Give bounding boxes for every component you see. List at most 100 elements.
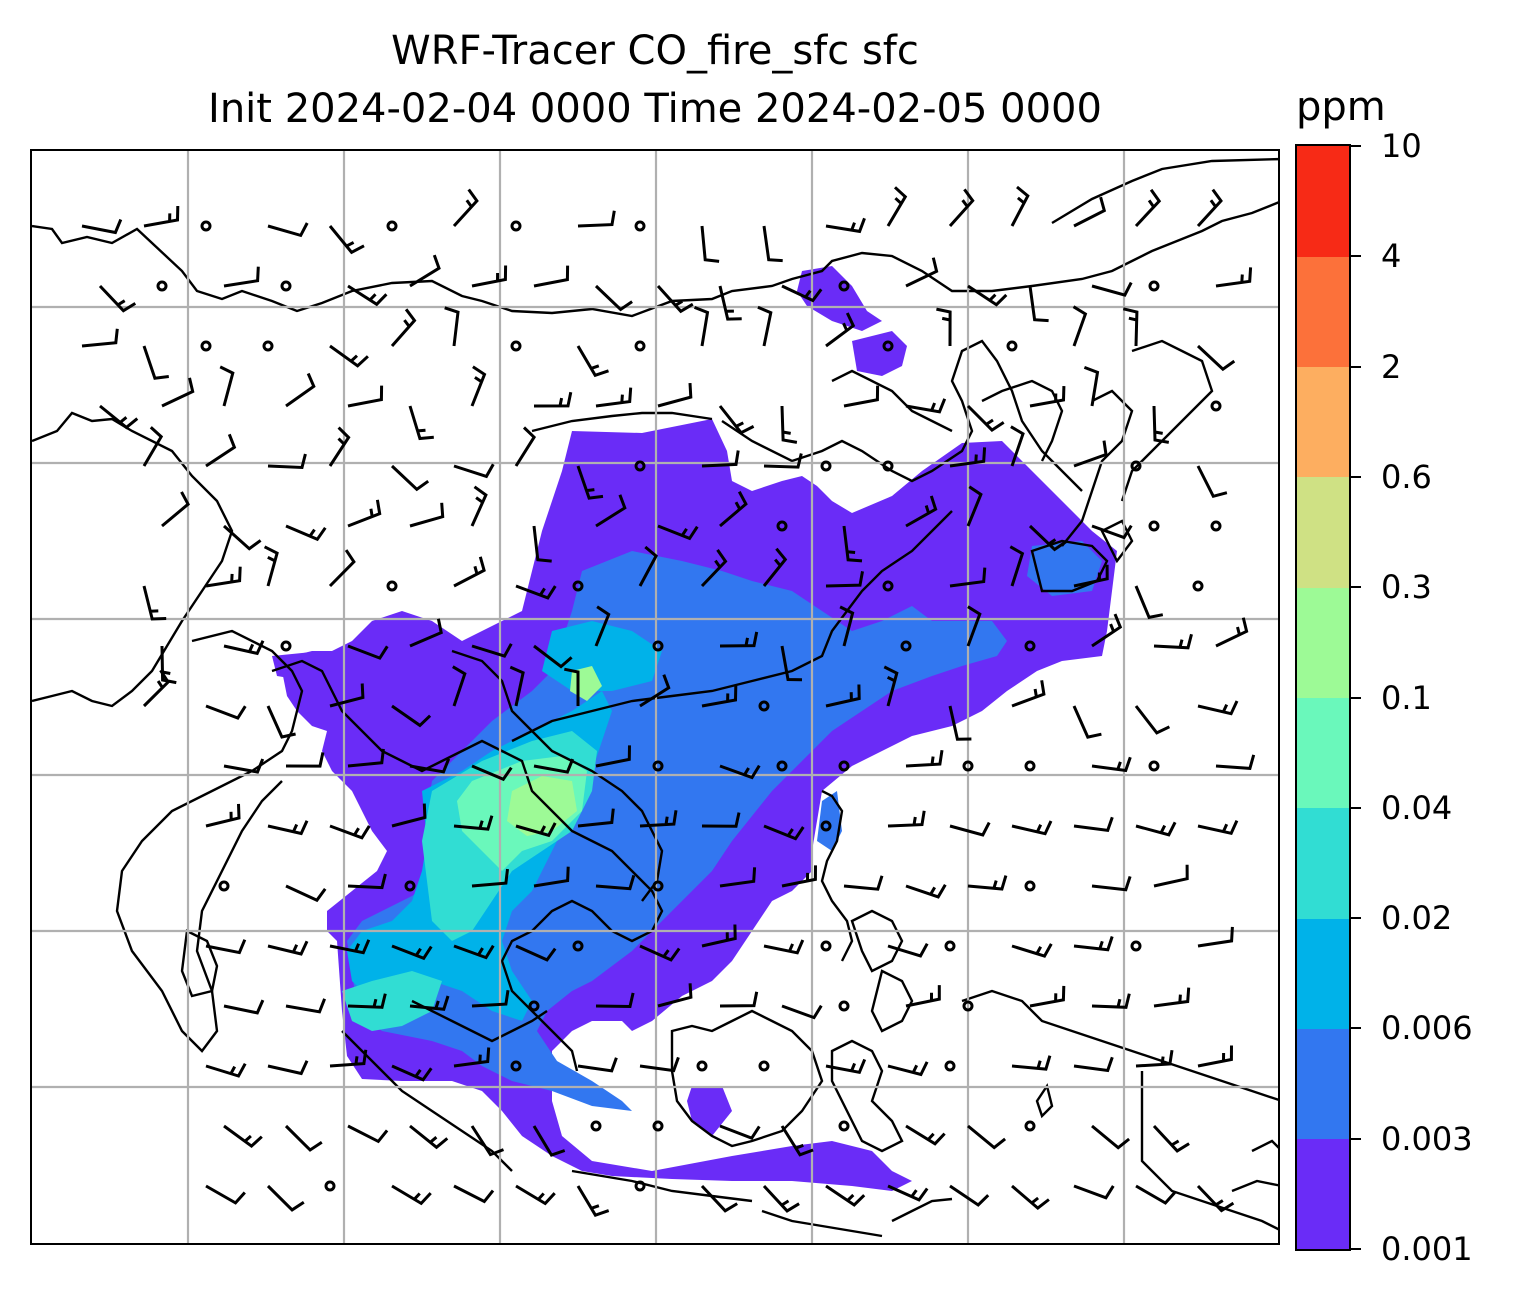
wind-barb bbox=[285, 524, 327, 542]
calm-wind-marker bbox=[1148, 760, 1160, 772]
gridlines bbox=[32, 151, 1278, 1243]
wind-barb bbox=[700, 1184, 738, 1213]
wind-barb bbox=[409, 1124, 449, 1150]
wind-barb bbox=[453, 1184, 495, 1204]
wind-barb bbox=[639, 810, 678, 828]
wind-barb bbox=[595, 745, 631, 768]
colorbar-tick bbox=[1351, 1027, 1361, 1030]
colorbar-tick-label: 0.3 bbox=[1381, 568, 1432, 607]
colorbar-unit-label: ppm bbox=[1296, 84, 1386, 130]
co-level-0.001-northeast bbox=[852, 331, 907, 376]
wind-barb bbox=[205, 433, 237, 468]
calm-wind-marker bbox=[386, 580, 398, 592]
wind-barb bbox=[533, 644, 573, 669]
colorbar-tick-label: 0.001 bbox=[1381, 1230, 1473, 1268]
wind-barb bbox=[267, 1060, 309, 1076]
wind-barb bbox=[1073, 196, 1107, 228]
wind-barb bbox=[905, 398, 947, 414]
wind-barb bbox=[515, 944, 557, 962]
wind-barb bbox=[1091, 281, 1133, 297]
wind-barb bbox=[391, 1184, 432, 1206]
colorbar-segment bbox=[1297, 807, 1349, 919]
wind-barb bbox=[577, 1057, 618, 1073]
wind-barb bbox=[223, 266, 260, 288]
colorbar bbox=[1295, 144, 1351, 1251]
colorbar-tick bbox=[1351, 696, 1361, 699]
map-title-line-1: WRF-Tracer CO_fire_sfc sfc bbox=[391, 28, 919, 74]
wind-barb bbox=[266, 705, 296, 739]
wind-barb bbox=[1197, 819, 1239, 836]
wind-barb bbox=[936, 307, 952, 347]
wind-barb bbox=[843, 385, 880, 408]
wind-barb bbox=[701, 924, 737, 948]
wind-barb bbox=[886, 186, 908, 227]
wind-barb bbox=[825, 684, 861, 708]
wind-barb bbox=[967, 1124, 1007, 1150]
wind-barb bbox=[762, 225, 783, 263]
wind-barb bbox=[719, 1124, 761, 1141]
calm-wind-marker bbox=[944, 940, 956, 952]
calm-wind-marker bbox=[634, 220, 646, 232]
wind-barb bbox=[1134, 705, 1171, 735]
wind-barb bbox=[452, 665, 467, 707]
wind-barb bbox=[701, 812, 741, 828]
wind-barb bbox=[1073, 816, 1114, 833]
wind-barb bbox=[949, 1184, 990, 1207]
map-plot-area bbox=[30, 149, 1280, 1245]
wind-barb bbox=[347, 873, 387, 890]
wind-barb bbox=[453, 556, 486, 588]
wind-barb bbox=[533, 866, 570, 888]
wind-barb bbox=[887, 942, 929, 958]
wind-barb bbox=[98, 284, 137, 313]
wind-barb bbox=[1011, 680, 1046, 708]
wind-barb bbox=[1010, 185, 1030, 227]
wind-barb bbox=[639, 674, 671, 708]
calm-wind-marker bbox=[1148, 280, 1160, 292]
wind-barb bbox=[263, 545, 279, 587]
wind-barb bbox=[825, 312, 856, 348]
wind-barb bbox=[949, 447, 987, 468]
wind-barb bbox=[205, 1184, 246, 1205]
wind-barb bbox=[515, 584, 557, 600]
colorbar-segment bbox=[1297, 587, 1349, 698]
wind-barb bbox=[328, 426, 351, 467]
wind-barb bbox=[347, 748, 385, 768]
wind-barb bbox=[1153, 633, 1193, 650]
wind-barb bbox=[1196, 344, 1236, 372]
wind-barb bbox=[949, 567, 987, 588]
wind-barb bbox=[905, 495, 938, 528]
wind-barb bbox=[391, 944, 433, 961]
colorbar-tick bbox=[1351, 586, 1361, 589]
wind-barb bbox=[329, 824, 371, 840]
wind-barb bbox=[781, 1004, 823, 1020]
wind-barb bbox=[223, 1124, 263, 1149]
colorbar-tick bbox=[1351, 255, 1361, 258]
wind-barb bbox=[409, 502, 445, 528]
calm-wind-marker bbox=[962, 1000, 974, 1012]
wind-barb bbox=[470, 485, 488, 527]
colorbar-segment bbox=[1297, 366, 1349, 478]
wind-barb bbox=[905, 749, 944, 768]
co-level-0.1 bbox=[507, 776, 577, 836]
wind-barb bbox=[1028, 285, 1049, 323]
colorbar-segment bbox=[1297, 697, 1349, 809]
wind-barb bbox=[780, 1125, 814, 1157]
calm-wind-marker bbox=[1024, 640, 1036, 652]
colorbar-tick bbox=[1351, 365, 1361, 368]
wind-barb bbox=[576, 465, 604, 500]
wind-barb bbox=[948, 705, 972, 741]
wind-barb bbox=[563, 667, 580, 706]
wind-barb bbox=[700, 549, 728, 588]
wind-barb bbox=[657, 524, 699, 541]
colorbar-tick-label: 0.003 bbox=[1381, 1119, 1473, 1158]
wind-barb bbox=[471, 989, 510, 1008]
wind-barb bbox=[763, 453, 803, 469]
wind-barb bbox=[1134, 585, 1164, 620]
wind-barb bbox=[285, 884, 327, 903]
colorbar-tick-label: 2 bbox=[1381, 347, 1402, 386]
calm-wind-marker bbox=[838, 1120, 850, 1132]
wind-barb bbox=[347, 1124, 389, 1144]
wind-barb bbox=[763, 939, 805, 955]
calm-wind-marker bbox=[218, 880, 230, 892]
wind-barb bbox=[509, 665, 525, 707]
